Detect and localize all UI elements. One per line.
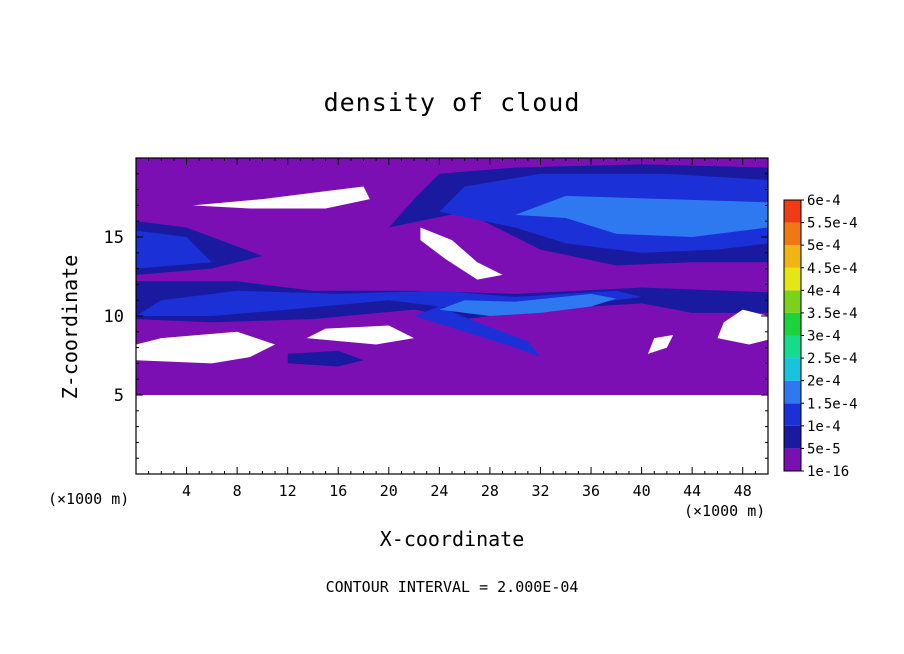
clear-patch-left-low <box>136 331 276 364</box>
x-tick-label: 44 <box>683 482 701 500</box>
colorbar-label: 5e-4 <box>807 238 841 254</box>
colorbar-label: 5.5e-4 <box>807 216 858 232</box>
colorbar-swatch <box>784 403 801 426</box>
colorbar-label: 1.5e-4 <box>807 396 858 412</box>
x-tick-label: 32 <box>531 482 549 500</box>
x-unit-label-right: (×1000 m) <box>684 502 766 520</box>
clear-patch-diagonal <box>420 227 503 280</box>
colorbar-swatch <box>784 222 801 246</box>
colorbar: 1e-16 5e-5 1e-4 1.5e-4 2e-4 2.5e-4 3e-4 3.5e-4 4… <box>783 193 858 480</box>
y-axis: 5 10 15 <box>104 173 768 459</box>
layer-5e-5-low <box>287 350 364 367</box>
layer-1.5e-4-upper <box>515 195 768 237</box>
colorbar-label: 3.5e-4 <box>807 306 858 322</box>
colorbar-swatch <box>784 358 801 381</box>
colorbar-label: 2e-4 <box>807 374 841 390</box>
colorbar-label: 5e-5 <box>807 441 841 457</box>
y-axis-label: Z-coordinate <box>58 254 82 400</box>
y-tick-label: 10 <box>104 307 124 327</box>
colorbar-swatch <box>784 290 801 313</box>
y-tick-label: 15 <box>104 228 124 248</box>
clear-below-cloud <box>136 395 768 474</box>
x-axis: 4 8 12 16 20 24 28 32 36 40 44 48 <box>148 158 756 500</box>
x-tick-label: 12 <box>279 482 297 500</box>
x-tick-label: 36 <box>582 482 600 500</box>
colorbar-label: 6e-4 <box>807 193 841 209</box>
x-axis-label: X-coordinate <box>379 527 525 551</box>
colorbar-swatch <box>784 245 801 268</box>
clear-patch-upper-left <box>192 186 370 209</box>
colorbar-label: 2.5e-4 <box>807 351 858 367</box>
colorbar-swatch <box>784 200 801 223</box>
colorbar-swatch <box>784 312 801 336</box>
layer-1e-4-mid <box>136 290 642 316</box>
y-tick-label: 5 <box>114 386 124 406</box>
x-tick-label: 48 <box>734 482 752 500</box>
colorbar-swatch <box>784 425 801 449</box>
density-field <box>136 158 768 474</box>
contour-interval-note: CONTOUR INTERVAL = 2.000E-04 <box>325 578 579 596</box>
clear-patch-center-low <box>306 325 415 345</box>
colorbar-label: 4e-4 <box>807 283 841 299</box>
x-tick-label: 28 <box>481 482 499 500</box>
chart-title: density of cloud <box>323 88 581 117</box>
colorbar-label: 3e-4 <box>807 329 841 345</box>
layer-1e-4-left <box>136 230 212 269</box>
clear-patch-right-small <box>647 334 674 354</box>
x-tick-label: 20 <box>380 482 398 500</box>
colorbar-swatch <box>784 335 801 359</box>
colorbar-swatch <box>784 448 801 471</box>
colorbar-label: 1e-4 <box>807 419 841 435</box>
layer-1e-4-plume <box>414 306 541 358</box>
colorbar-label: 4.5e-4 <box>807 261 858 277</box>
x-tick-label: 40 <box>633 482 651 500</box>
colorbar-swatch <box>784 380 801 404</box>
clear-patch-right <box>717 309 768 345</box>
colorbar-swatch <box>784 267 801 291</box>
x-unit-label-left: (×1000 m) <box>48 490 130 508</box>
x-tick-label: 4 <box>182 482 191 500</box>
colorbar-label: 1e-16 <box>807 464 849 480</box>
layer-1.5e-4-mid <box>439 293 617 316</box>
x-tick-label: 24 <box>430 482 448 500</box>
x-tick-label: 8 <box>233 482 242 500</box>
x-tick-label: 16 <box>329 482 347 500</box>
